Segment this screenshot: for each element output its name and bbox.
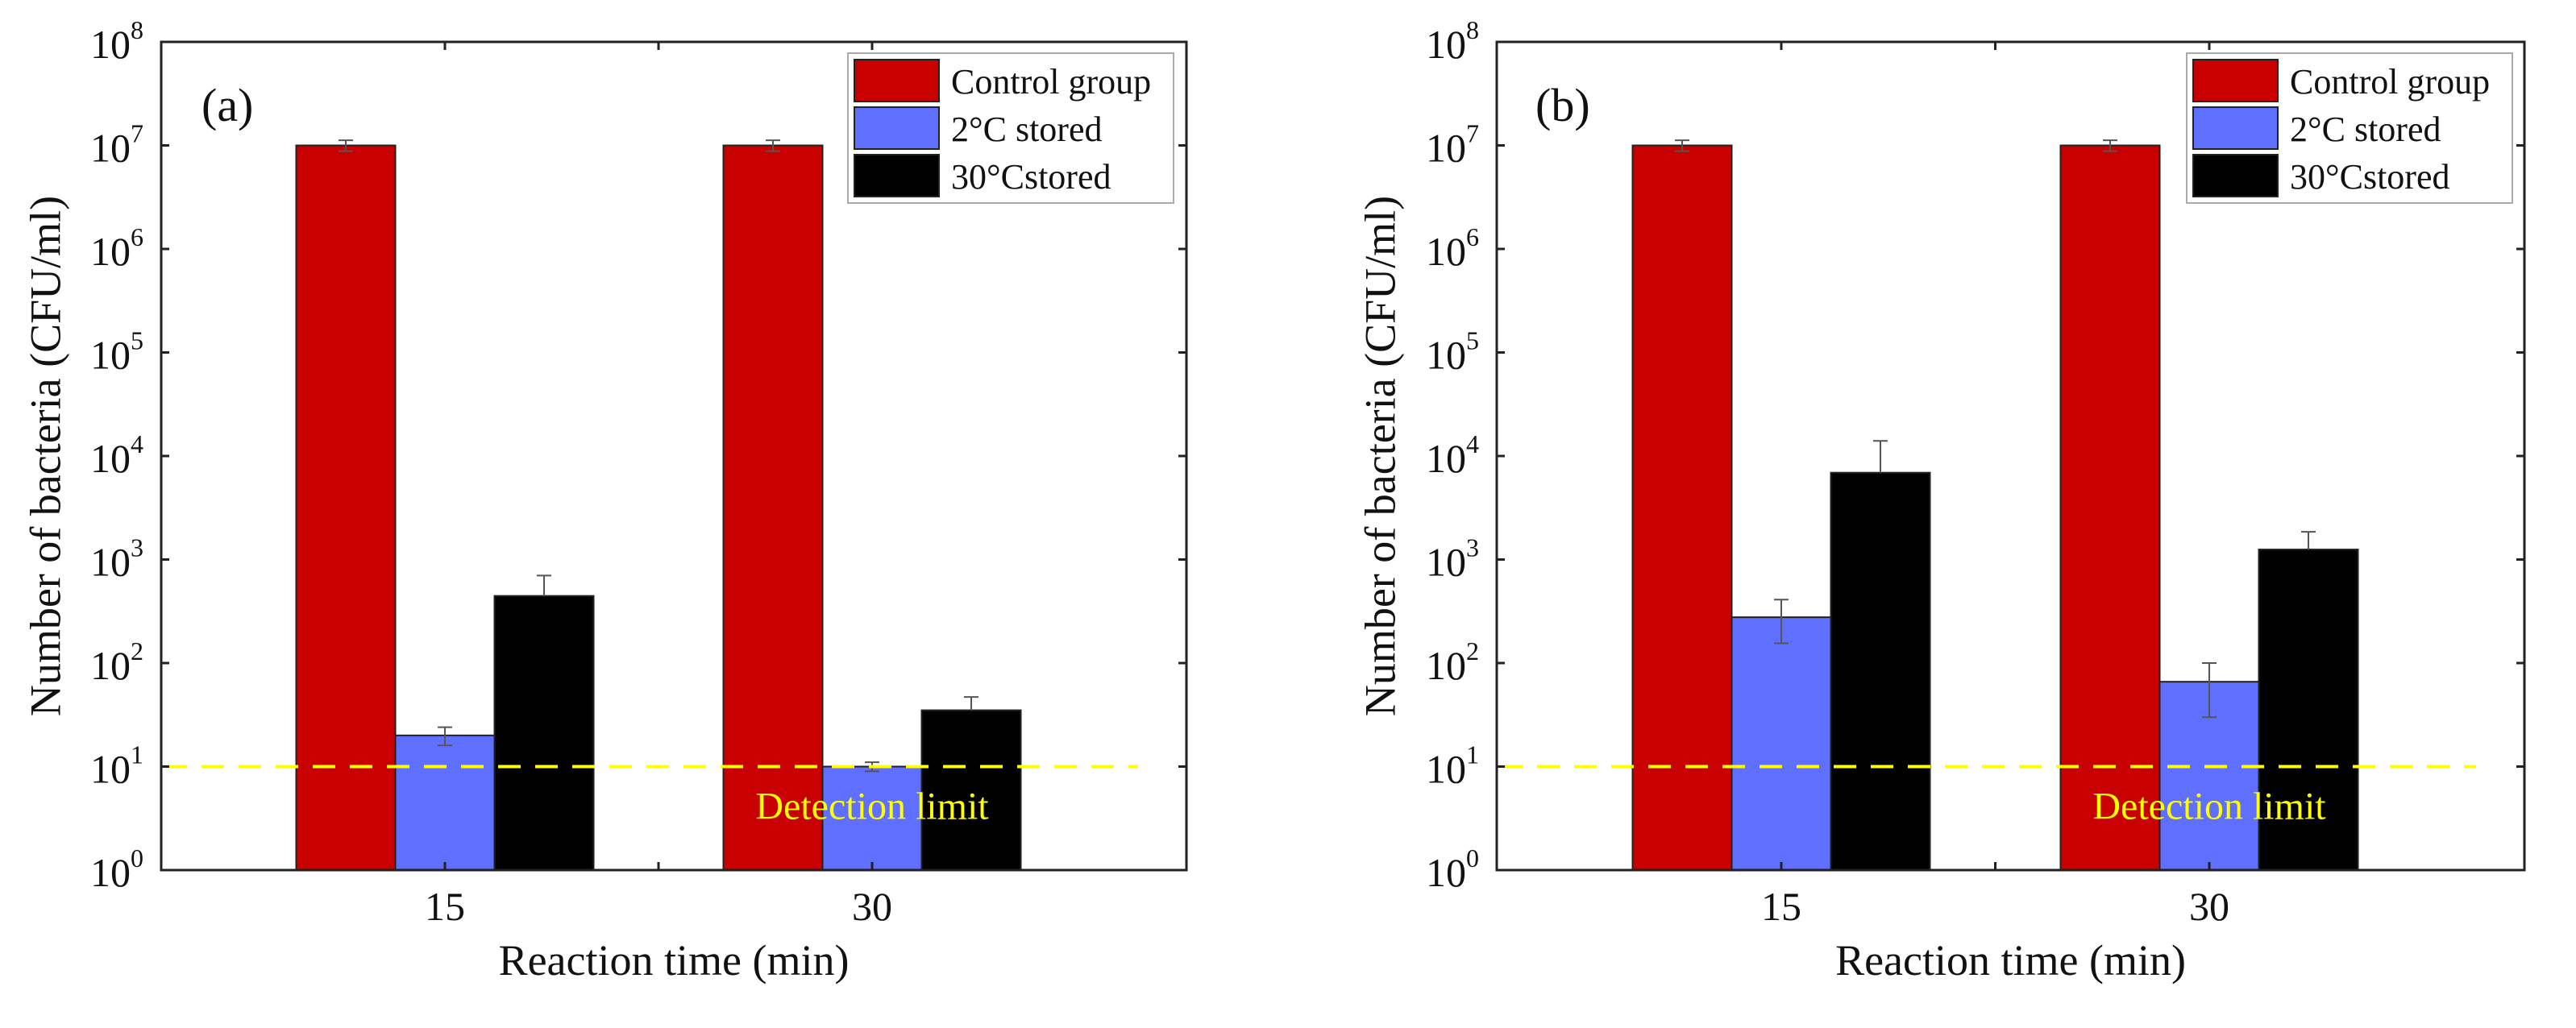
legend-label: Control group xyxy=(951,62,1151,102)
bar xyxy=(821,765,923,871)
bar xyxy=(920,709,1022,872)
y-tick-base: 10 xyxy=(1426,333,1466,378)
y-tick-exponent: 2 xyxy=(131,636,143,665)
legend-label: 30°Cstored xyxy=(951,157,1111,197)
bar xyxy=(1631,144,1733,871)
y-tick-exponent: 7 xyxy=(1466,119,1479,148)
y-tick-base: 10 xyxy=(1426,540,1466,585)
legend-label: 2°C stored xyxy=(951,110,1102,149)
bar xyxy=(2258,549,2359,871)
y-tick-exponent: 5 xyxy=(131,326,143,355)
y-tick-base: 10 xyxy=(90,540,131,585)
y-tick-label: 100 xyxy=(1426,844,1479,895)
y-tick-exponent: 1 xyxy=(1466,740,1479,769)
bar xyxy=(394,734,496,871)
y-tick-base: 10 xyxy=(90,229,131,274)
x-axis-label: Reaction time (min) xyxy=(499,936,850,984)
y-tick-label: 103 xyxy=(1426,533,1479,585)
y-tick-label: 102 xyxy=(1426,636,1479,688)
legend-swatch xyxy=(2192,106,2279,150)
y-tick-label: 100 xyxy=(90,844,143,895)
y-tick-label: 106 xyxy=(1426,222,1479,274)
y-tick-exponent: 8 xyxy=(131,15,143,44)
y-tick-base: 10 xyxy=(1426,126,1466,171)
legend-label: Control group xyxy=(2290,62,2490,102)
y-tick-exponent: 4 xyxy=(1466,429,1479,458)
legend-label: 30°Cstored xyxy=(2290,157,2449,197)
y-tick-base: 10 xyxy=(90,850,131,895)
panel-label: (a) xyxy=(202,79,253,131)
y-tick-label: 108 xyxy=(90,15,143,67)
panel-label: (b) xyxy=(1535,79,1590,131)
legend-swatch xyxy=(854,106,940,150)
bar xyxy=(1730,616,1832,871)
y-tick-label: 105 xyxy=(90,326,143,378)
y-tick-label: 101 xyxy=(90,740,143,792)
y-axis-label: Number of bacteria (CFU/ml) xyxy=(1356,196,1404,716)
y-axis-label: Number of bacteria (CFU/ml) xyxy=(21,196,69,716)
bar xyxy=(2059,144,2161,871)
y-tick-base: 10 xyxy=(90,333,131,378)
y-tick-exponent: 2 xyxy=(1466,636,1479,665)
y-tick-exponent: 0 xyxy=(131,844,143,873)
detection-limit-label: Detection limit xyxy=(755,786,989,828)
y-tick-exponent: 1 xyxy=(131,740,143,769)
x-tick-label: 30 xyxy=(852,884,892,929)
y-tick-label: 104 xyxy=(1426,429,1479,481)
detection-limit-label: Detection limit xyxy=(2092,786,2326,828)
legend-swatch xyxy=(2192,59,2279,102)
y-tick-base: 10 xyxy=(1426,22,1466,67)
y-tick-label: 101 xyxy=(1426,740,1479,792)
y-tick-label: 106 xyxy=(90,222,143,274)
y-tick-exponent: 3 xyxy=(131,533,143,562)
y-tick-base: 10 xyxy=(90,643,131,688)
x-tick-label: 30 xyxy=(2189,884,2229,929)
y-tick-exponent: 6 xyxy=(131,222,143,251)
legend: Control group 2°C stored 30°Cstored xyxy=(2186,52,2513,204)
y-tick-base: 10 xyxy=(90,126,131,171)
y-tick-base: 10 xyxy=(1426,747,1466,792)
bar xyxy=(1830,471,1931,871)
y-tick-label: 105 xyxy=(1426,326,1479,378)
y-tick-base: 10 xyxy=(1426,643,1466,688)
legend: Control group 2°C stored 30°Cstored xyxy=(847,52,1174,204)
legend-swatch xyxy=(854,154,940,197)
y-tick-label: 102 xyxy=(90,636,143,688)
x-tick-label: 15 xyxy=(1761,884,1801,929)
y-tick-base: 10 xyxy=(1426,850,1466,895)
legend-swatch xyxy=(854,59,940,102)
y-tick-label: 107 xyxy=(90,119,143,171)
bar xyxy=(295,144,397,871)
y-tick-base: 10 xyxy=(90,747,131,792)
x-axis-label: Reaction time (min) xyxy=(1835,936,2186,984)
y-tick-label: 104 xyxy=(90,429,143,481)
y-tick-base: 10 xyxy=(90,436,131,481)
y-tick-base: 10 xyxy=(90,22,131,67)
y-tick-base: 10 xyxy=(1426,436,1466,481)
y-tick-exponent: 8 xyxy=(1466,15,1479,44)
y-tick-exponent: 3 xyxy=(1466,533,1479,562)
y-tick-label: 103 xyxy=(90,533,143,585)
y-tick-exponent: 5 xyxy=(1466,326,1479,355)
bar xyxy=(493,595,595,871)
y-tick-exponent: 0 xyxy=(1466,844,1479,873)
y-tick-exponent: 4 xyxy=(131,429,143,458)
x-tick-label: 15 xyxy=(425,884,465,929)
y-tick-exponent: 6 xyxy=(1466,222,1479,251)
y-tick-base: 10 xyxy=(1426,229,1466,274)
y-tick-exponent: 7 xyxy=(131,119,143,148)
legend-label: 2°C stored xyxy=(2290,110,2441,149)
legend-swatch xyxy=(2192,154,2279,197)
bar xyxy=(722,144,824,871)
y-tick-label: 108 xyxy=(1426,15,1479,67)
y-tick-label: 107 xyxy=(1426,119,1479,171)
